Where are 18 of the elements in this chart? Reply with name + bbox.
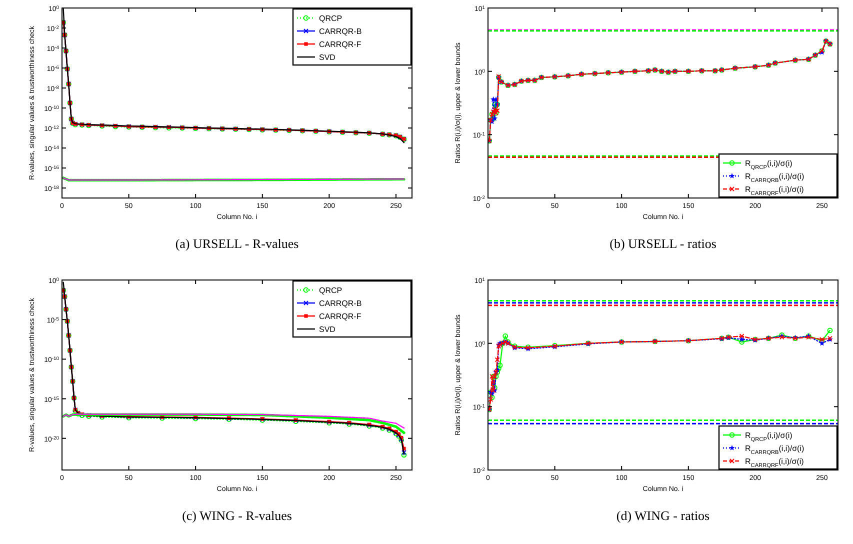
legend-label: R$_{CARRQRB}$(i,i)/σ(i) [745, 172, 804, 184]
legend-label: QRCP [319, 286, 342, 295]
legend-label: SVD [319, 325, 336, 334]
legend-label: QRCP [319, 14, 342, 23]
text: (d) WING - ratios [616, 508, 710, 523]
legend-label: R$_{QRCP}$(i,i)/σ(i) [745, 159, 793, 171]
legend-label: CARRQR-F [319, 40, 362, 49]
legend-label: R$_{CARRQRF}$(i,i)/σ(i) [745, 457, 804, 469]
legend-label: R$_{CARRQRF}$(i,i)/σ(i) [745, 185, 804, 197]
legend-label: R$_{CARRQRB}$(i,i)/σ(i) [745, 444, 804, 456]
legend-label: CARRQR-F [319, 312, 362, 321]
legend-label: R$_{QRCP}$(i,i)/σ(i) [745, 431, 793, 443]
text: (b) URSELL - ratios [610, 236, 716, 251]
text: (a) URSELL - R-values [175, 236, 299, 251]
text: (c) WING - R-values [182, 508, 292, 523]
legend-label: CARRQR-B [319, 299, 362, 308]
legend-label: SVD [319, 53, 336, 62]
legend-label: CARRQR-B [319, 27, 362, 36]
